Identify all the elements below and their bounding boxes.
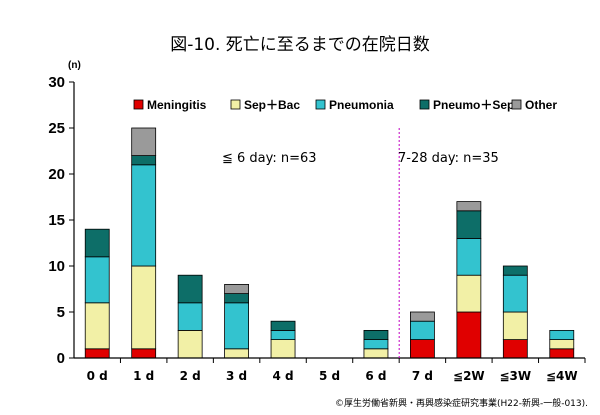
plot-area: 0 5 10 15 20 25 30 0 d 1 d 2 d 3 d 4 d 5 d 6 d 7 d ≦2W ≦… [48, 74, 586, 383]
bar-segment [549, 339, 575, 350]
bar-segment [84, 302, 110, 350]
bar-segment [224, 283, 249, 294]
annotation-early: ≦ 6 day: n=63 [222, 151, 317, 166]
bar-segment [131, 265, 157, 350]
bar-segment [270, 339, 296, 359]
legend-label: Pneumonia [329, 98, 394, 112]
bar-segment [270, 320, 296, 331]
x-tick-label: 1 d [133, 369, 154, 383]
chart-title: 図-10. 死亡に至るまでの在院日数 [170, 35, 430, 55]
legend-swatch [419, 99, 430, 110]
bar-segment [502, 265, 528, 276]
legend-swatch [315, 99, 326, 110]
x-tick-label: 4 d [272, 369, 293, 383]
bar-segment [84, 348, 110, 359]
bar-segment [363, 348, 389, 359]
bar-segment [224, 293, 249, 304]
bar-segment [84, 228, 110, 258]
bar-segment [456, 201, 482, 212]
credit-text: ©厚生労働省新興・再興感染症研究事業(H22-新興-一般-013). [335, 397, 588, 409]
bar-segment [410, 311, 435, 322]
x-tick-label: ≦3W [499, 369, 531, 383]
legend-label: Other [525, 98, 557, 112]
y-tick-label: 30 [48, 74, 65, 91]
bar-segment [502, 311, 528, 341]
bar-segment [456, 274, 482, 313]
legend-swatch [133, 99, 144, 110]
x-tick-label: ≦4W [546, 369, 578, 383]
bar-segment [177, 329, 203, 359]
x-tick-label: ≦2W [453, 369, 485, 383]
bar-segment [549, 348, 575, 359]
legend-swatch [230, 99, 241, 110]
y-axis-unit: (n) [68, 60, 81, 71]
bar-segment [131, 127, 157, 157]
bar-segment [549, 329, 575, 340]
bar-segment [410, 339, 435, 359]
y-tick-label: 15 [48, 212, 65, 229]
bar-segment [224, 302, 249, 350]
legend-label: Pneumo＋Sep [433, 98, 514, 112]
y-tick-label: 25 [48, 120, 65, 137]
bar-segment [177, 302, 203, 331]
x-tick-label: 0 d [87, 369, 108, 383]
bar-segment [456, 210, 482, 239]
bar-segment [270, 329, 296, 340]
legend: Meningitis Sep＋Bac Pneumonia Pneumo＋Sep Othe… [133, 98, 557, 112]
y-tick-label: 5 [57, 304, 65, 321]
bar-segment [131, 164, 157, 267]
legend-label: Sep＋Bac [244, 98, 300, 112]
x-tick-label: 6 d [365, 369, 386, 383]
x-tick-label: 7 d [412, 369, 433, 383]
x-tick-label: 2 d [180, 369, 201, 383]
bar-segment [363, 329, 389, 340]
bar-segment [456, 237, 482, 276]
bar-segment [177, 274, 203, 304]
bar-segment [131, 155, 157, 166]
bar-segment [410, 320, 435, 341]
legend-swatch [511, 99, 522, 110]
bar-segment [456, 311, 482, 359]
bar-segment [131, 348, 157, 359]
annotation-late: 7-28 day: n=35 [398, 151, 499, 166]
x-tick-label: 3 d [226, 369, 247, 383]
bar-segment [84, 256, 110, 304]
y-tick-label: 10 [48, 258, 65, 275]
bar-segment [224, 348, 249, 359]
legend-label: Meningitis [147, 98, 207, 112]
bar-segment [363, 339, 389, 350]
y-tick-label: 20 [48, 166, 65, 183]
x-tick-label: 5 d [319, 369, 340, 383]
bar-segment [502, 339, 528, 359]
bar-segment [502, 274, 528, 313]
y-tick-label: 0 [57, 350, 65, 367]
